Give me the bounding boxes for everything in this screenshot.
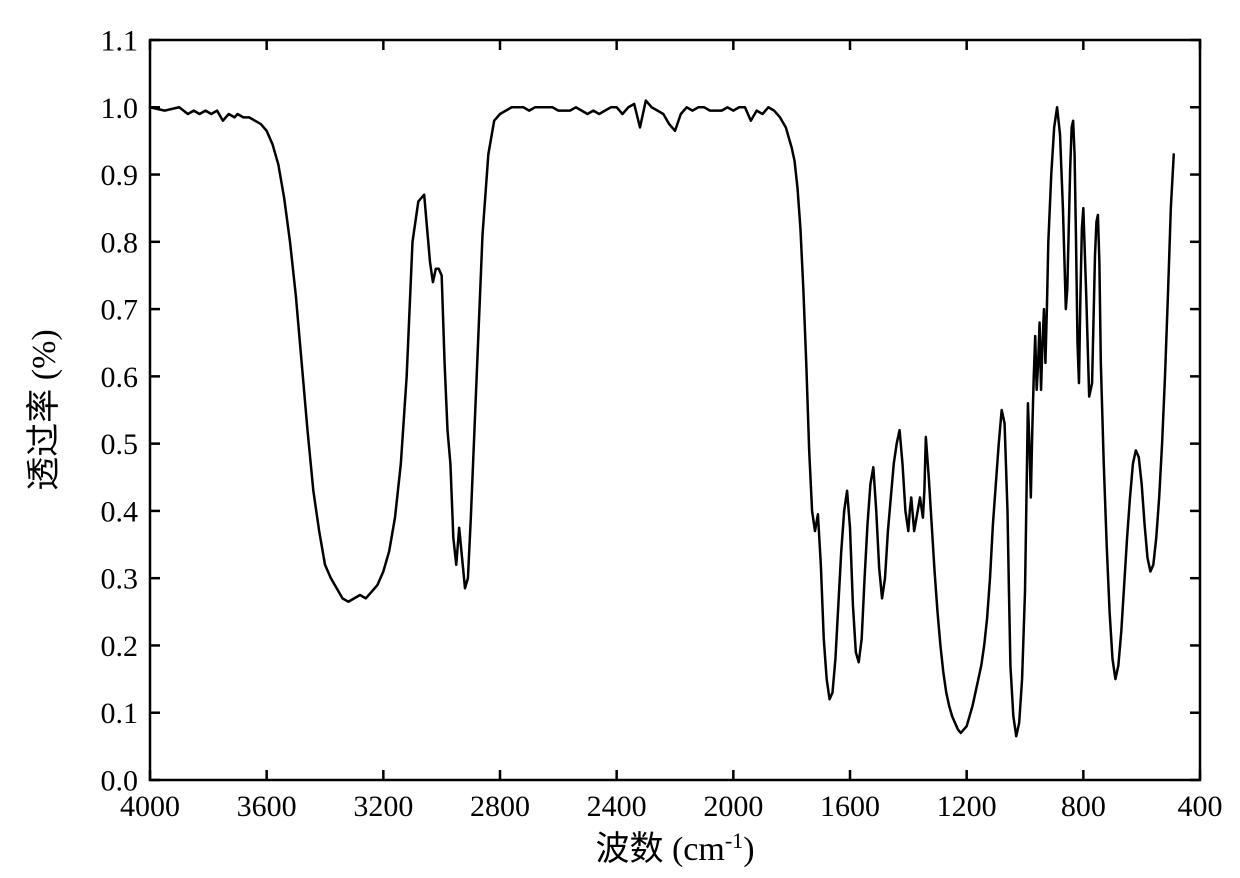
svg-text:800: 800: [1061, 790, 1106, 823]
svg-text:0.3: 0.3: [101, 563, 139, 596]
svg-text:1.0: 1.0: [101, 92, 139, 125]
svg-text:1600: 1600: [820, 790, 880, 823]
svg-text:透过率 (%): 透过率 (%): [25, 329, 63, 490]
svg-text:0.8: 0.8: [101, 226, 139, 259]
svg-text:0.2: 0.2: [101, 630, 139, 663]
svg-text:0.1: 0.1: [101, 697, 139, 730]
svg-text:3200: 3200: [353, 790, 413, 823]
svg-text:0.7: 0.7: [101, 294, 139, 327]
svg-text:3600: 3600: [237, 790, 297, 823]
svg-text:2400: 2400: [587, 790, 647, 823]
svg-text:1.1: 1.1: [101, 25, 139, 58]
svg-text:0.6: 0.6: [101, 361, 139, 394]
ir-spectrum-chart: 400036003200280024002000160012008004000.…: [0, 0, 1240, 878]
svg-text:1200: 1200: [937, 790, 997, 823]
svg-text:2800: 2800: [470, 790, 530, 823]
svg-text:0.5: 0.5: [101, 428, 139, 461]
svg-text:2000: 2000: [703, 790, 763, 823]
svg-text:0.9: 0.9: [101, 159, 139, 192]
chart-svg: 400036003200280024002000160012008004000.…: [0, 0, 1240, 878]
svg-text:400: 400: [1178, 790, 1223, 823]
svg-text:0.4: 0.4: [101, 495, 139, 528]
svg-text:0.0: 0.0: [101, 765, 139, 798]
